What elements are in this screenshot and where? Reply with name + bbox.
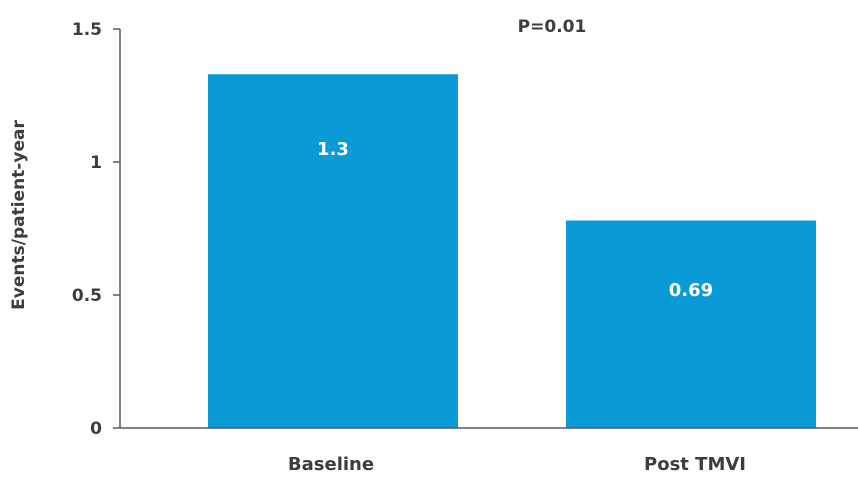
p-value-annotation: P=0.01 — [518, 17, 587, 37]
bar-value-label: 0.69 — [669, 280, 713, 301]
bar-value-label: 1.3 — [317, 139, 349, 160]
y-tick-label: 0.5 — [72, 286, 102, 306]
y-axis-label: Events/patient-year — [9, 120, 29, 310]
x-tick-label: Baseline — [288, 454, 374, 475]
axis-layer: Baseline Post TMVI 0 0.5 1 1.5 — [72, 20, 858, 475]
bars-layer: 1.3 0.69 — [208, 74, 816, 428]
x-tick-label: Post TMVI — [644, 454, 746, 475]
y-tick-label: 1 — [90, 153, 102, 173]
bar-post-tmvi — [566, 220, 816, 428]
y-tick-label: 1.5 — [72, 20, 102, 40]
y-tick-label: 0 — [90, 419, 102, 439]
bar-baseline — [208, 74, 458, 428]
